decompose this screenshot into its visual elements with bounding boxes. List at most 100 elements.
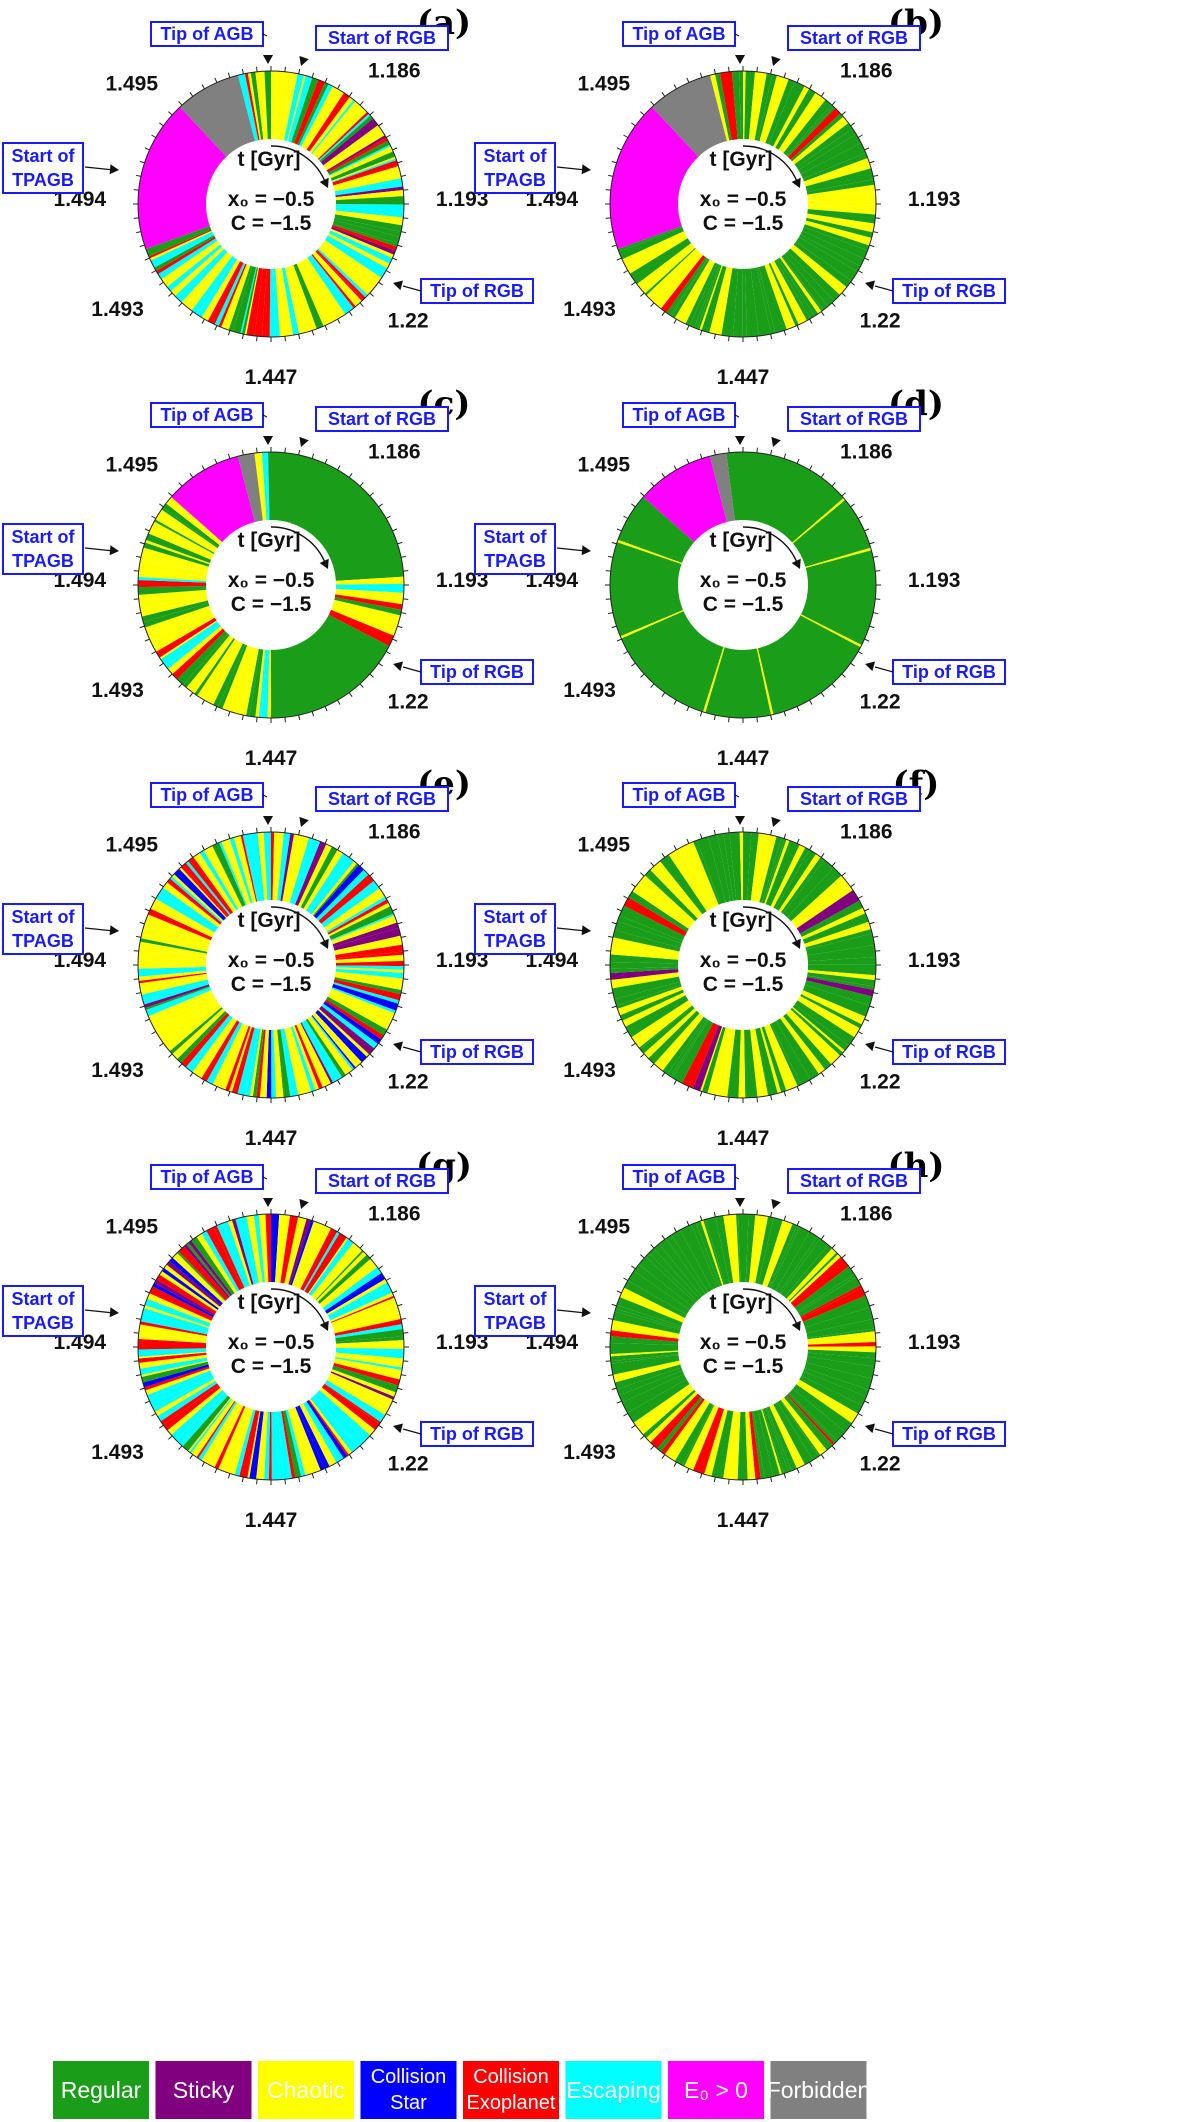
donut-segment [331,224,397,251]
donut-segment [804,921,872,948]
donut-segment [144,539,210,565]
donut-segment [255,649,266,718]
arrow-head [735,436,745,445]
tick-mark [139,160,145,164]
donut-segment [334,1358,402,1374]
donut-segment [277,1029,291,1098]
donut-segment [138,576,207,583]
tick-mark [400,935,407,938]
tick-mark [831,683,836,688]
callout-line [402,1428,422,1435]
donut-segment [172,1252,226,1304]
donut-segment [271,1029,277,1098]
tick-mark [369,1254,374,1259]
donut-segment [328,902,391,937]
arrow-head [109,545,119,556]
donut-segment [315,1250,364,1301]
tick-mark [400,1374,407,1377]
tick-mark [189,853,194,858]
time-arrow-arc [742,145,799,185]
donut-segment [138,1352,207,1363]
donut-segment [757,1217,783,1285]
callout-label: TPAGB [12,170,74,190]
donut-segment [148,908,213,941]
tick-mark [869,160,875,164]
donut-segment [321,1384,380,1430]
tick-mark [139,921,145,925]
donut-segment [784,1244,833,1299]
donut-segment [284,266,305,334]
donut-segment [268,452,271,521]
tick-mark [661,92,666,97]
tick-mark [324,1086,328,1092]
tick-mark [869,244,875,248]
donut-segment [281,1410,296,1479]
donut-segment [294,79,326,145]
tick-mark [831,862,836,867]
tick-mark [770,68,773,75]
donut-segment [227,1219,252,1286]
arrow-head [581,164,591,175]
donut-segment [188,1397,232,1453]
donut-segment [218,841,247,906]
arrow-head [865,1041,875,1052]
time-label: t [Gyr] [238,529,301,552]
donut-segment [317,1254,371,1304]
tick-mark [796,706,800,712]
tick-mark [178,1244,183,1249]
tick-mark [699,1091,703,1097]
donut-segment [616,1296,683,1327]
donut-segment [800,1285,863,1319]
tick-mark [392,908,398,912]
tick-mark [168,111,173,116]
donut-segment [738,1029,743,1098]
tick-mark [284,1479,286,1485]
tick-mark [699,711,703,717]
donut-segment [306,92,350,152]
arrow-head [581,925,591,936]
donut-segment [794,1000,855,1046]
tick-mark [820,853,825,858]
tick-mark [348,692,353,697]
donut-segment [327,233,390,269]
donut-segment [316,249,366,300]
tick-mark [214,838,218,844]
tick-label: 1.495 [577,454,630,477]
donut-segment [297,1225,330,1289]
tick-mark [650,1244,655,1249]
donut-segment [660,1398,705,1455]
donut-segment [616,1367,683,1396]
donut-segment [334,214,403,232]
tick-mark [133,950,139,952]
tick-mark [783,1215,787,1221]
donut-segment [753,1410,774,1479]
donut-segment [744,268,759,337]
tick-mark [857,895,863,899]
tick-mark [783,1473,787,1479]
tick-mark [241,1211,244,1218]
tick-mark [168,1053,173,1058]
tick-mark [178,101,183,106]
donut-segment [288,1218,311,1285]
donut-segment [221,264,251,331]
donut-segment [252,1029,264,1098]
donut-segment [748,71,767,141]
tick-mark [151,270,157,274]
tick-label: 1.186 [840,441,893,464]
donut-segment [310,1396,359,1453]
donut-segment [162,241,221,287]
donut-segment [167,626,223,675]
tick-mark [605,598,611,600]
tick-mark [686,838,690,844]
donut-segment [289,1408,315,1475]
donut-segment [773,86,810,148]
donut-segment [623,993,686,1027]
donut-segment [806,933,875,956]
callout-box [315,25,449,51]
tick-mark [857,270,863,274]
donut-segment [138,586,207,595]
donut-segment [144,1298,211,1327]
donut-segment [611,942,679,957]
tick-mark [178,482,183,487]
tick-mark [640,1254,645,1259]
